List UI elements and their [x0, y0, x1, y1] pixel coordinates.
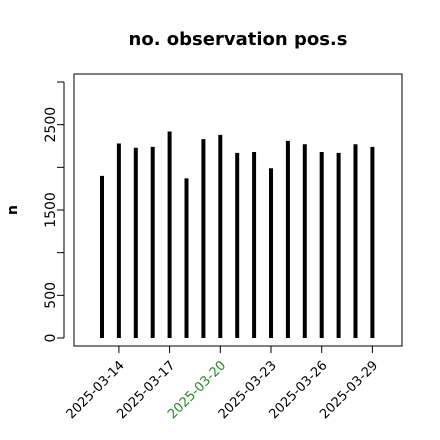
y-tick-label: 0 — [43, 334, 59, 343]
x-axis: 2025-03-142025-03-172025-03-202025-03-23… — [64, 345, 381, 422]
y-axis: 0 500 1500 2500 — [43, 81, 65, 343]
y-tick-label: 2500 — [43, 107, 59, 143]
bars — [100, 131, 375, 338]
y-tick-label: 1500 — [43, 192, 59, 228]
y-axis-label: n — [5, 205, 21, 215]
chart-title: no. observation pos.s — [129, 29, 348, 50]
y-tick-label: 500 — [43, 282, 59, 309]
